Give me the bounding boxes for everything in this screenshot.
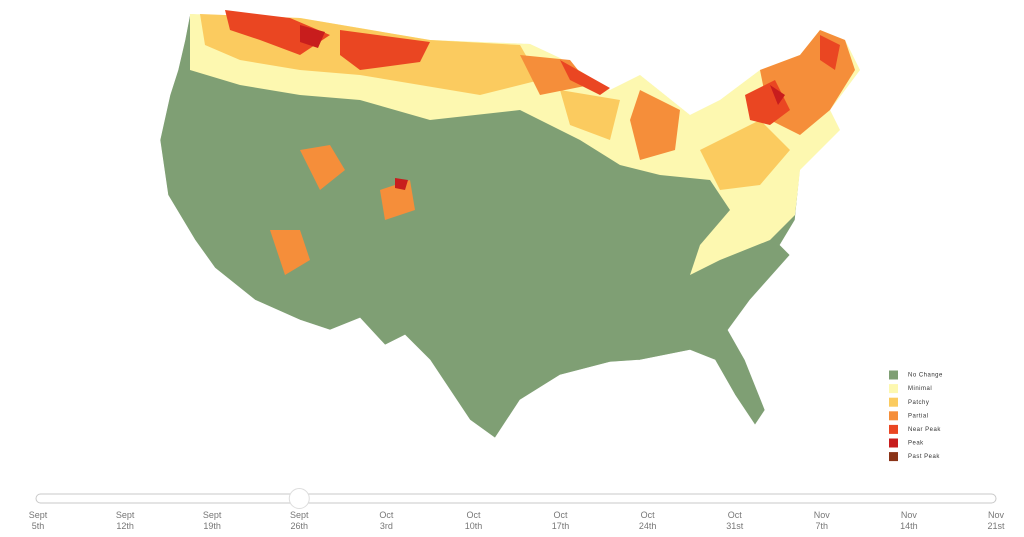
- tick-month[interactable]: Nov: [901, 510, 918, 520]
- slider-tick-label[interactable]: Oct 24th: [639, 510, 657, 531]
- tick-day[interactable]: 12th: [116, 521, 134, 531]
- tick-day[interactable]: 24th: [639, 521, 657, 531]
- tick-month[interactable]: Oct: [641, 510, 656, 520]
- legend-swatch: [889, 384, 898, 394]
- tick-month[interactable]: Nov: [988, 510, 1005, 520]
- tick-month[interactable]: Sept: [290, 510, 309, 520]
- slider-tick-label[interactable]: Oct 31st: [726, 510, 744, 531]
- tick-month[interactable]: Oct: [554, 510, 569, 520]
- slider-tick-label[interactable]: Nov 7th: [814, 510, 831, 531]
- tick-day[interactable]: 14th: [900, 521, 918, 531]
- slider-tick-label[interactable]: Sept 12th: [116, 510, 135, 531]
- tick-day[interactable]: 17th: [552, 521, 570, 531]
- near-peak-region: [225, 10, 840, 125]
- slider-thumb[interactable]: [288, 488, 310, 509]
- legend-label: No Change: [908, 373, 943, 379]
- legend-swatch: [889, 370, 898, 380]
- legend-label: Patchy: [908, 400, 929, 406]
- legend-label: Partial: [908, 413, 929, 419]
- tick-day[interactable]: 5th: [32, 521, 45, 531]
- tick-month[interactable]: Oct: [728, 510, 743, 520]
- tick-day[interactable]: 31st: [726, 521, 744, 531]
- legend-label: Peak: [908, 441, 924, 447]
- slider-tick-label[interactable]: Nov 14th: [900, 510, 918, 531]
- legend-swatch: [889, 411, 898, 421]
- tick-month[interactable]: Sept: [29, 510, 48, 520]
- tick-month[interactable]: Sept: [116, 510, 135, 520]
- legend-swatch: [889, 397, 898, 407]
- tick-day[interactable]: 26th: [291, 521, 309, 531]
- partial-region: [270, 30, 855, 275]
- tick-month[interactable]: Oct: [379, 510, 394, 520]
- slider-tick-label[interactable]: Oct 10th: [465, 510, 483, 531]
- tick-month[interactable]: Oct: [466, 510, 481, 520]
- legend-swatch: [889, 438, 898, 448]
- legend-label: Minimal: [908, 386, 932, 392]
- slider-tick-label[interactable]: Oct 3rd: [379, 510, 394, 531]
- slider-tick-label[interactable]: Sept 5th: [29, 510, 48, 531]
- legend: No Change Minimal Patchy Partial Near Peak Pe…: [889, 370, 943, 462]
- tick-day[interactable]: 7th: [816, 521, 829, 531]
- tick-day[interactable]: 21st: [987, 521, 1005, 531]
- tick-day[interactable]: 3rd: [380, 521, 393, 531]
- slider-tick-label[interactable]: Nov 21st: [987, 510, 1005, 531]
- legend-label: Past Peak: [908, 454, 940, 460]
- legend-swatch: [889, 452, 898, 462]
- tick-month[interactable]: Sept: [203, 510, 222, 520]
- minimal-band: [190, 14, 860, 275]
- legend-label: Near Peak: [908, 427, 941, 433]
- legend-swatch: [889, 424, 898, 434]
- slider-tick-label[interactable]: Sept 19th: [203, 510, 222, 531]
- slider-track[interactable]: [35, 493, 997, 504]
- us-map: [159, 10, 861, 439]
- tick-day[interactable]: 10th: [465, 521, 483, 531]
- tick-month[interactable]: Nov: [814, 510, 831, 520]
- slider-tick-label[interactable]: Oct 17th: [552, 510, 570, 531]
- tick-day[interactable]: 19th: [203, 521, 221, 531]
- slider-tick-label[interactable]: Sept 26th: [290, 510, 309, 531]
